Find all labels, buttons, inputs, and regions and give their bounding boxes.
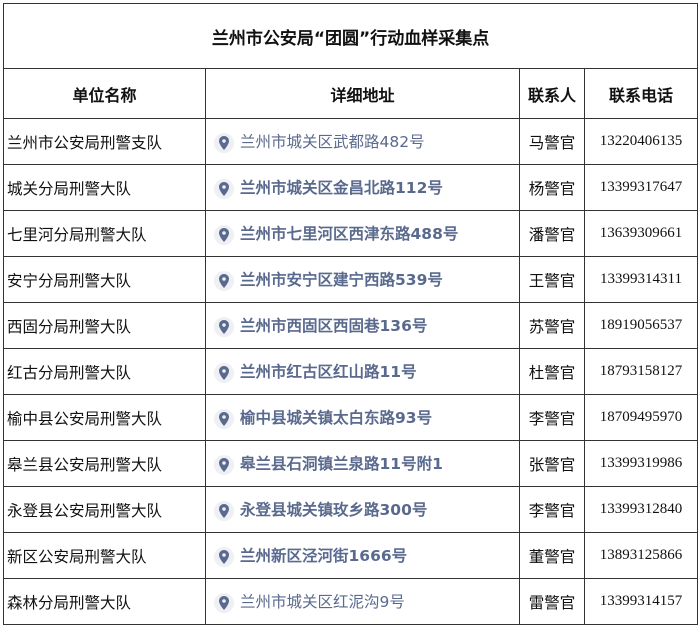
location-pin-icon: [214, 546, 234, 567]
address-text[interactable]: 兰州市七里河区西津东路488号: [240, 225, 459, 244]
address-text[interactable]: 兰州市城关区金昌北路112号: [240, 179, 443, 198]
table-title: 兰州市公安局“团圆”行动血样采集点: [2, 3, 699, 69]
table-row: 永登县公安局刑警大队 永登县城关镇玫乡路300号 李警官 13399312840: [3, 486, 699, 533]
unit-name: 红古分局刑警大队: [3, 348, 206, 395]
address-text[interactable]: 兰州新区泾河街1666号: [240, 547, 408, 566]
address-text[interactable]: 兰州市城关区武都路482号: [240, 133, 425, 152]
table-row: 森林分局刑警大队 兰州市城关区红泥沟9号 雷警官 13399314157: [3, 578, 699, 625]
location-pin-icon: [214, 270, 234, 291]
phone-number: 13399314311: [583, 256, 699, 303]
phone-number: 13220406135: [583, 118, 699, 165]
contact-person: 王警官: [519, 256, 585, 303]
unit-name: 西固分局刑警大队: [3, 302, 206, 349]
phone-number: 13639309661: [583, 210, 699, 257]
table-row: 兰州市公安局刑警支队 兰州市城关区武都路482号 马警官 13220406135: [3, 118, 699, 165]
address-text[interactable]: 榆中县城关镇太白东路93号: [240, 409, 433, 428]
table-row: 新区公安局刑警大队 兰州新区泾河街1666号 董警官 13893125866: [3, 532, 699, 579]
location-pin-icon: [214, 454, 234, 475]
unit-name: 城关分局刑警大队: [3, 164, 206, 211]
phone-number: 18919056537: [583, 302, 699, 349]
contact-person: 苏警官: [519, 302, 585, 349]
location-pin-icon: [214, 316, 234, 337]
contact-person: 马警官: [519, 118, 585, 165]
address-cell: 榆中县城关镇太白东路93号: [205, 394, 520, 441]
header-contact: 联系人: [519, 68, 585, 119]
unit-name: 七里河分局刑警大队: [3, 210, 206, 257]
address-cell: 兰州市城关区金昌北路112号: [205, 164, 520, 211]
address-text[interactable]: 皋兰县石洞镇兰泉路11号附1: [240, 455, 443, 474]
contact-person: 潘警官: [519, 210, 585, 257]
collection-points-table: 兰州市公安局“团圆”行动血样采集点 单位名称 详细地址 联系人 联系电话 兰州市…: [2, 3, 699, 625]
table-row: 皋兰县公安局刑警大队 皋兰县石洞镇兰泉路11号附1 张警官 13399319986: [3, 440, 699, 487]
contact-person: 雷警官: [519, 578, 585, 625]
table-row: 安宁分局刑警大队 兰州市安宁区建宁西路539号 王警官 13399314311: [3, 256, 699, 303]
location-pin-icon: [214, 362, 234, 383]
address-cell: 兰州市红古区红山路11号: [205, 348, 520, 395]
table-row: 榆中县公安局刑警大队 榆中县城关镇太白东路93号 李警官 18709495970: [3, 394, 699, 441]
contact-person: 杨警官: [519, 164, 585, 211]
table-row: 城关分局刑警大队 兰州市城关区金昌北路112号 杨警官 13399317647: [3, 164, 699, 211]
contact-person: 张警官: [519, 440, 585, 487]
address-cell: 永登县城关镇玫乡路300号: [205, 486, 520, 533]
address-cell: 兰州市七里河区西津东路488号: [205, 210, 520, 257]
unit-name: 新区公安局刑警大队: [3, 532, 206, 579]
unit-name: 森林分局刑警大队: [3, 578, 206, 625]
address-cell: 兰州市城关区武都路482号: [205, 118, 520, 165]
address-text[interactable]: 永登县城关镇玫乡路300号: [240, 501, 428, 520]
contact-person: 李警官: [519, 394, 585, 441]
phone-number: 13399317647: [583, 164, 699, 211]
unit-name: 榆中县公安局刑警大队: [3, 394, 206, 441]
header-phone: 联系电话: [583, 68, 699, 119]
location-pin-icon: [214, 592, 234, 613]
address-cell: 兰州市西固区西固巷136号: [205, 302, 520, 349]
location-pin-icon: [214, 500, 234, 521]
table-row: 七里河分局刑警大队 兰州市七里河区西津东路488号 潘警官 13639309661: [3, 210, 699, 257]
phone-number: 18793158127: [583, 348, 699, 395]
contact-person: 董警官: [519, 532, 585, 579]
title-row: 兰州市公安局“团圆”行动血样采集点: [2, 3, 699, 69]
header-address: 详细地址: [205, 68, 520, 119]
address-cell: 皋兰县石洞镇兰泉路11号附1: [205, 440, 520, 487]
header-unit: 单位名称: [3, 68, 206, 119]
header-row: 单位名称 详细地址 联系人 联系电话: [3, 68, 699, 119]
contact-person: 杜警官: [519, 348, 585, 395]
address-text[interactable]: 兰州市红古区红山路11号: [240, 363, 417, 382]
unit-name: 皋兰县公安局刑警大队: [3, 440, 206, 487]
address-cell: 兰州市安宁区建宁西路539号: [205, 256, 520, 303]
contact-person: 李警官: [519, 486, 585, 533]
table-row: 西固分局刑警大队 兰州市西固区西固巷136号 苏警官 18919056537: [3, 302, 699, 349]
unit-name: 兰州市公安局刑警支队: [3, 118, 206, 165]
location-pin-icon: [214, 408, 234, 429]
unit-name: 永登县公安局刑警大队: [3, 486, 206, 533]
location-pin-icon: [214, 178, 234, 199]
address-text[interactable]: 兰州市西固区西固巷136号: [240, 317, 428, 336]
unit-name: 安宁分局刑警大队: [3, 256, 206, 303]
phone-number: 13399312840: [583, 486, 699, 533]
address-text[interactable]: 兰州市安宁区建宁西路539号: [240, 271, 443, 290]
address-text[interactable]: 兰州市城关区红泥沟9号: [240, 593, 405, 612]
location-pin-icon: [214, 132, 234, 153]
phone-number: 13399319986: [583, 440, 699, 487]
phone-number: 13399314157: [583, 578, 699, 625]
phone-number: 18709495970: [583, 394, 699, 441]
table-row: 红古分局刑警大队 兰州市红古区红山路11号 杜警官 18793158127: [3, 348, 699, 395]
address-cell: 兰州市城关区红泥沟9号: [205, 578, 520, 625]
address-cell: 兰州新区泾河街1666号: [205, 532, 520, 579]
phone-number: 13893125866: [583, 532, 699, 579]
location-pin-icon: [214, 224, 234, 245]
